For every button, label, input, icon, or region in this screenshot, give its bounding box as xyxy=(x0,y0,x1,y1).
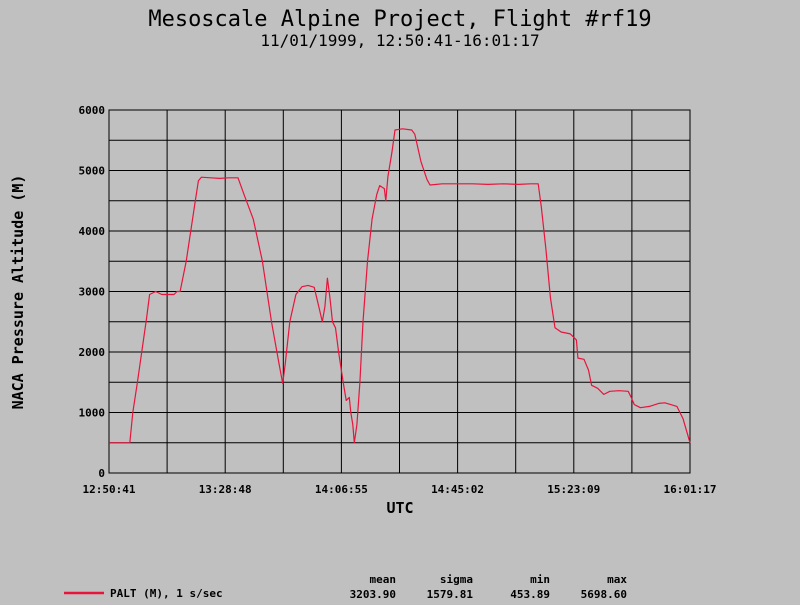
grid-lines xyxy=(109,110,690,473)
stat-header-sigma: sigma xyxy=(440,573,473,586)
stat-value-min: 453.89 xyxy=(510,588,550,601)
y-tick-label: 6000 xyxy=(79,104,106,117)
y-tick-label: 5000 xyxy=(79,165,106,178)
stat-header-mean: mean xyxy=(370,573,397,586)
x-tick-label: 14:45:02 xyxy=(431,483,484,496)
legend-statistics: mean sigma min max 3203.90 1579.81 453.89 5698.… xyxy=(350,573,628,601)
y-tick-label: 3000 xyxy=(79,286,106,299)
stat-value-max: 5698.60 xyxy=(581,588,627,601)
stat-header-min: min xyxy=(530,573,550,586)
y-tick-label: 1000 xyxy=(79,407,106,420)
y-tick-label: 0 xyxy=(98,467,105,480)
tick-labels: 0 1000 2000 3000 4000 5000 6000 12:50:41 13:28:4… xyxy=(79,104,717,496)
x-tick-label: 12:50:41 xyxy=(83,483,136,496)
legend-series-label: PALT (M), 1 s/sec xyxy=(110,587,223,600)
series-line-palt xyxy=(109,128,691,444)
series-layer xyxy=(109,128,691,444)
stat-value-mean: 3203.90 xyxy=(350,588,396,601)
x-tick-label: 15:23:09 xyxy=(547,483,600,496)
plot-area-frame xyxy=(108,109,691,474)
chart-subtitle: 11/01/1999, 12:50:41-16:01:17 xyxy=(260,31,539,50)
x-tick-label: 16:01:17 xyxy=(664,483,717,496)
stat-value-sigma: 1579.81 xyxy=(427,588,474,601)
x-tick-label: 14:06:55 xyxy=(315,483,368,496)
chart-title: Mesoscale Alpine Project, Flight #rf19 xyxy=(148,7,651,32)
stat-header-max: max xyxy=(607,573,627,586)
y-tick-label: 2000 xyxy=(79,346,106,359)
x-axis-label: UTC xyxy=(386,499,413,517)
legend: PALT (M), 1 s/sec mean sigma min max 3203.90… xyxy=(64,573,627,601)
x-tick-label: 13:28:48 xyxy=(199,483,252,496)
y-axis-label: NACA Pressure Altitude (M) xyxy=(9,175,27,410)
y-tick-label: 4000 xyxy=(79,225,106,238)
